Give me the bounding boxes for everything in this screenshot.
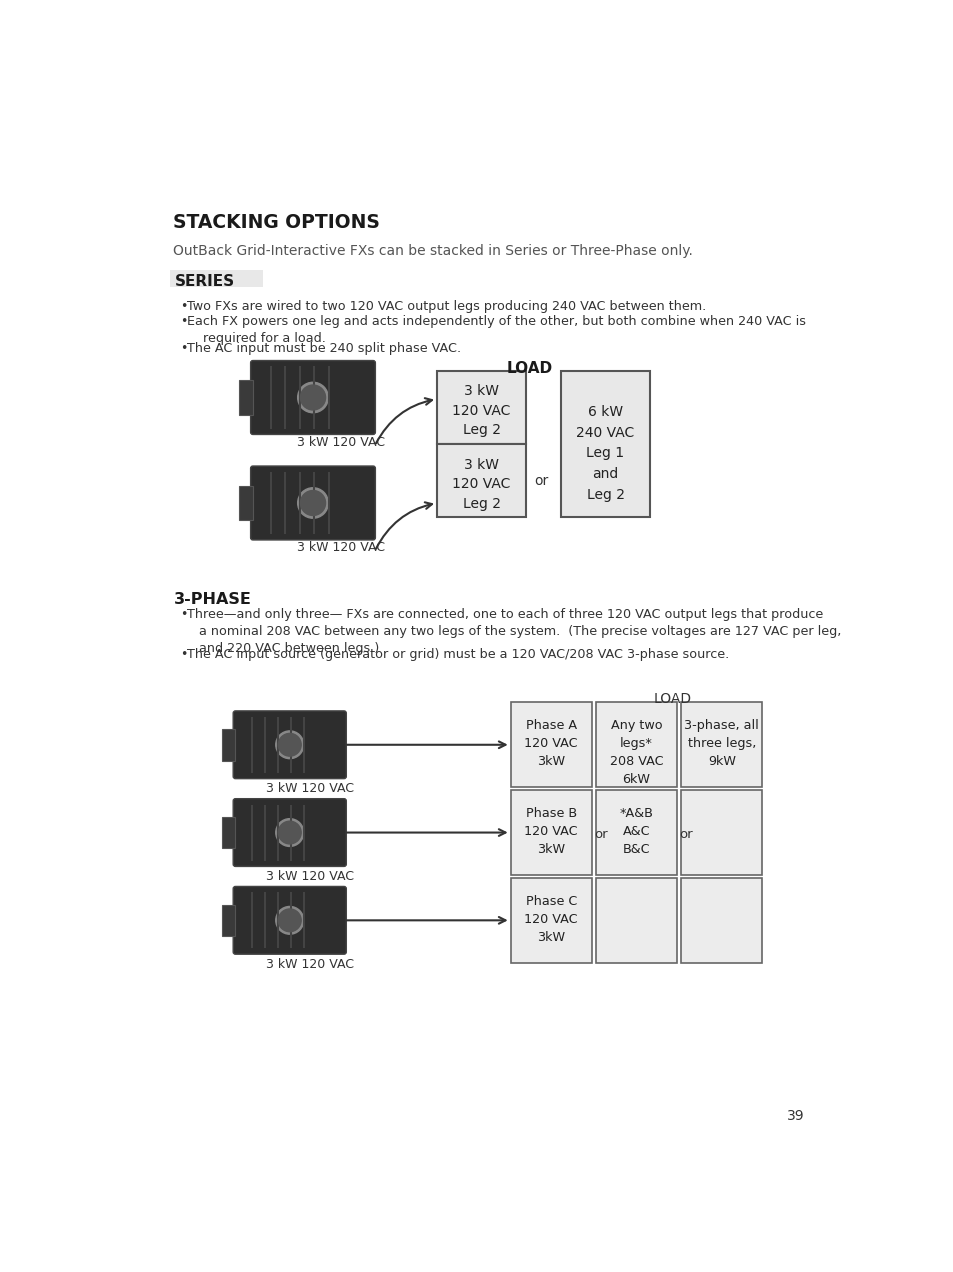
Bar bbox=[222, 729, 235, 761]
Text: •: • bbox=[179, 608, 187, 622]
Text: 3 kW 120 VAC: 3 kW 120 VAC bbox=[297, 436, 385, 449]
Bar bbox=[680, 790, 761, 875]
FancyBboxPatch shape bbox=[233, 799, 346, 866]
FancyBboxPatch shape bbox=[251, 360, 375, 435]
Circle shape bbox=[300, 491, 325, 515]
Circle shape bbox=[275, 731, 303, 758]
Bar bbox=[560, 370, 649, 516]
Text: or: or bbox=[594, 828, 607, 841]
Bar bbox=[510, 702, 592, 787]
Bar bbox=[596, 790, 677, 875]
Text: 3-PHASE: 3-PHASE bbox=[173, 591, 251, 607]
Text: •: • bbox=[179, 300, 187, 313]
Circle shape bbox=[278, 734, 301, 756]
Text: Three—and only three— FXs are connected, one to each of three 120 VAC output leg: Three—and only three— FXs are connected,… bbox=[187, 608, 841, 655]
Bar bbox=[510, 790, 592, 875]
Bar bbox=[596, 878, 677, 963]
Circle shape bbox=[297, 383, 328, 412]
Text: *A&B
A&C
B&C: *A&B A&C B&C bbox=[619, 808, 653, 856]
Text: •: • bbox=[179, 342, 187, 355]
Text: Any two
legs*
208 VAC
6kW: Any two legs* 208 VAC 6kW bbox=[609, 720, 662, 786]
Text: •: • bbox=[179, 315, 187, 328]
Bar bbox=[596, 702, 677, 787]
Text: SERIES: SERIES bbox=[174, 273, 235, 289]
Text: Each FX powers one leg and acts independently of the other, but both combine whe: Each FX powers one leg and acts independ… bbox=[187, 315, 805, 345]
Text: 3 kW 120 VAC: 3 kW 120 VAC bbox=[266, 870, 355, 883]
Text: Phase A
120 VAC
3kW: Phase A 120 VAC 3kW bbox=[524, 720, 578, 768]
Bar bbox=[436, 370, 525, 444]
Text: 3 kW 120 VAC: 3 kW 120 VAC bbox=[266, 958, 355, 971]
Circle shape bbox=[278, 822, 301, 843]
Text: 3 kW 120 VAC: 3 kW 120 VAC bbox=[297, 542, 385, 555]
FancyBboxPatch shape bbox=[233, 711, 346, 778]
Text: 3 kW
120 VAC
Leg 2: 3 kW 120 VAC Leg 2 bbox=[452, 458, 510, 510]
Text: or: or bbox=[534, 474, 548, 488]
Text: OutBack Grid-Interactive FXs can be stacked in Series or Three-Phase only.: OutBack Grid-Interactive FXs can be stac… bbox=[173, 243, 693, 257]
Text: Phase B
120 VAC
3kW: Phase B 120 VAC 3kW bbox=[524, 808, 578, 856]
Text: or: or bbox=[679, 828, 693, 841]
Text: LOAD: LOAD bbox=[654, 692, 691, 706]
Bar bbox=[238, 486, 253, 520]
Text: LOAD: LOAD bbox=[506, 360, 553, 375]
Bar bbox=[238, 380, 253, 415]
Bar bbox=[222, 904, 235, 936]
Text: 39: 39 bbox=[786, 1109, 803, 1123]
Circle shape bbox=[300, 385, 325, 410]
Text: 3 kW 120 VAC: 3 kW 120 VAC bbox=[266, 782, 355, 795]
Bar bbox=[680, 702, 761, 787]
Circle shape bbox=[275, 907, 303, 934]
Text: Two FXs are wired to two 120 VAC output legs producing 240 VAC between them.: Two FXs are wired to two 120 VAC output … bbox=[187, 300, 706, 313]
Bar bbox=[436, 444, 525, 516]
Circle shape bbox=[278, 909, 301, 931]
Text: •: • bbox=[179, 647, 187, 660]
Text: 3 kW
120 VAC
Leg 2: 3 kW 120 VAC Leg 2 bbox=[452, 384, 510, 438]
Text: The AC input source (generator or grid) must be a 120 VAC/208 VAC 3-phase source: The AC input source (generator or grid) … bbox=[187, 647, 729, 660]
Bar bbox=[222, 817, 235, 848]
Circle shape bbox=[297, 487, 328, 518]
Text: STACKING OPTIONS: STACKING OPTIONS bbox=[173, 212, 380, 232]
FancyBboxPatch shape bbox=[251, 466, 375, 539]
Bar bbox=[510, 878, 592, 963]
Bar bbox=[170, 270, 262, 286]
Bar bbox=[680, 878, 761, 963]
Text: The AC input must be 240 split phase VAC.: The AC input must be 240 split phase VAC… bbox=[187, 342, 461, 355]
FancyBboxPatch shape bbox=[233, 887, 346, 954]
Circle shape bbox=[275, 819, 303, 846]
Text: 3-phase, all
three legs,
9kW: 3-phase, all three legs, 9kW bbox=[683, 720, 759, 768]
Text: 6 kW
240 VAC
Leg 1
and
Leg 2: 6 kW 240 VAC Leg 1 and Leg 2 bbox=[576, 406, 634, 501]
Text: Phase C
120 VAC
3kW: Phase C 120 VAC 3kW bbox=[524, 895, 578, 944]
